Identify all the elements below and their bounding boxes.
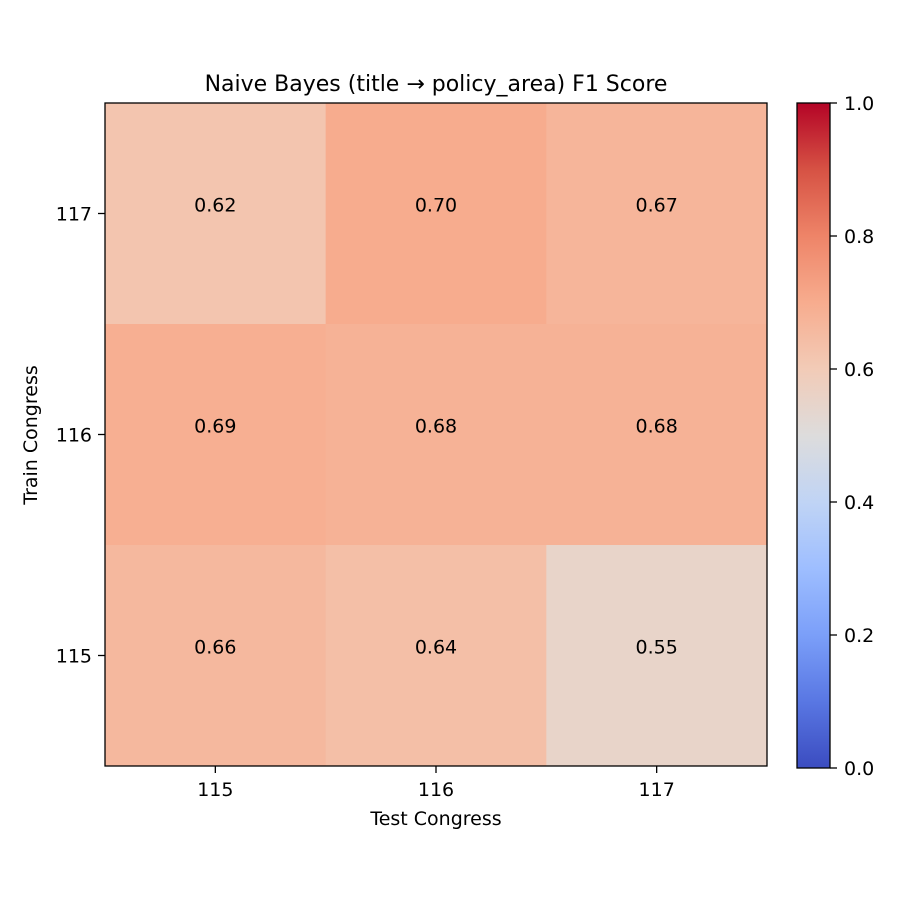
heatmap-cell [546,545,768,767]
y-tick-label: 117 [56,204,92,226]
heatmap-cell [325,545,547,767]
heatmap-cell [105,545,327,767]
heatmap-cell [325,324,547,546]
colorbar-tick-label: 0.8 [844,226,874,248]
colorbar-tick-label: 0.2 [844,625,874,647]
colorbar-ticks: 0.0 0.2 0.4 0.6 0.8 1.0 [830,93,874,780]
cell-value-label: 0.64 [415,637,457,659]
y-tick-label: 115 [56,646,92,668]
x-tick-label: 116 [418,779,454,801]
y-tick-label: 116 [56,425,92,447]
chart-title: Naive Bayes (title → policy_area) F1 Sco… [205,72,668,97]
colorbar-tick-label: 1.0 [844,93,874,115]
colorbar-tick-label: 0.4 [844,492,874,514]
cell-value-label: 0.68 [636,416,678,438]
y-axis-label: Train Congress [20,365,42,506]
heatmap-cell [105,324,327,546]
cell-value-label: 0.70 [415,195,457,217]
colorbar-tick-label: 0.6 [844,359,874,381]
cell-value-label: 0.67 [636,195,678,217]
cell-value-label: 0.55 [636,637,678,659]
cell-value-label: 0.66 [194,637,236,659]
x-tick-label: 117 [639,779,675,801]
heatmap-cell [325,103,547,325]
y-axis-ticks: 117 116 115 [56,204,105,668]
cell-value-label: 0.68 [415,416,457,438]
cell-value-label: 0.62 [194,195,236,217]
x-tick-label: 115 [197,779,233,801]
x-axis-label: Test Congress [369,808,501,830]
heatmap-cells [105,103,768,767]
heatmap-cell [546,324,768,546]
heatmap-cell-labels: 0.62 0.70 0.67 0.69 0.68 0.68 0.66 0.64 0.55 [194,195,678,659]
heatmap-cell [105,103,327,325]
x-axis-ticks: 115 116 117 [197,766,675,801]
heatmap-cell [546,103,768,325]
colorbar-tick-label: 0.0 [844,758,874,780]
cell-value-label: 0.69 [194,416,236,438]
colorbar [796,102,831,769]
